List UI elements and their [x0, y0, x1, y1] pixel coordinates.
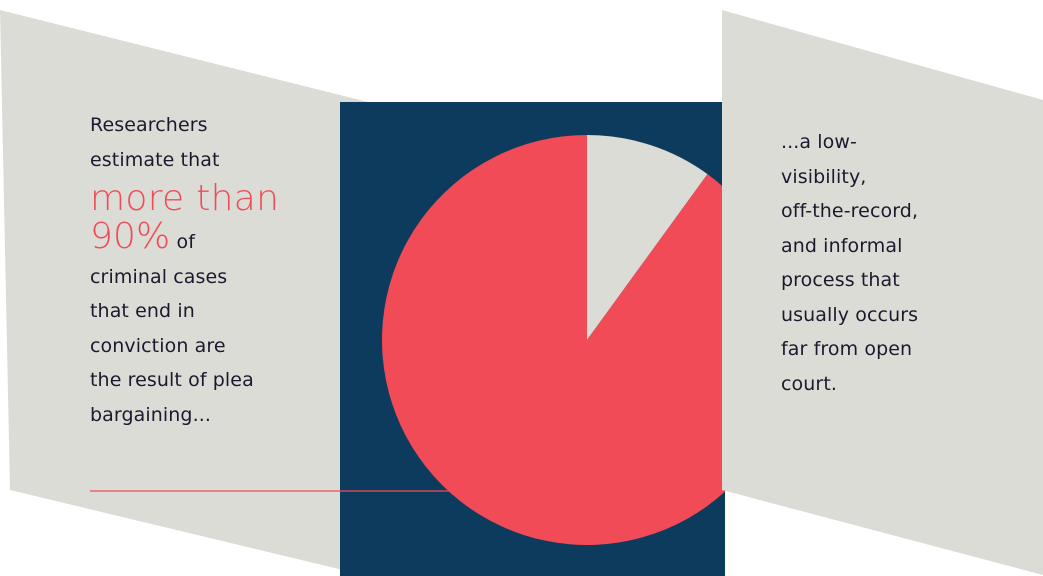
right-line-3: off-the-record, — [781, 200, 919, 222]
left-line-of: of — [176, 231, 195, 253]
left-line-4: criminal cases — [90, 265, 228, 288]
left-line-percent: 90% of — [90, 219, 320, 260]
left-line-7: the result of plea — [90, 369, 254, 391]
pie-slice-10 — [587, 135, 708, 340]
right-line-2: visibility, — [781, 165, 867, 188]
left-line-5: that end in — [90, 300, 195, 322]
pie-chart — [381, 135, 792, 545]
highlight-percent: 90% — [90, 216, 171, 257]
right-line-7: far from open — [781, 338, 913, 360]
right-line-8: court. — [781, 372, 838, 395]
pie-slice-90 — [381, 135, 792, 545]
left-text-block: Researchers estimate that more than 90% … — [90, 108, 320, 432]
right-line-1: ...a low- — [781, 131, 858, 153]
right-line-6: usually occurs — [781, 303, 919, 326]
left-panel — [0, 10, 368, 576]
left-line-8: bargaining... — [90, 403, 212, 426]
right-line-5: process that — [781, 269, 900, 291]
right-panel — [722, 10, 1043, 575]
right-text-block: ...a low- visibility, off-the-record, an… — [781, 125, 991, 401]
left-line-6: conviction are — [90, 334, 226, 357]
highlight-more-than: more than — [90, 178, 280, 219]
left-line-2: estimate that — [90, 148, 220, 171]
left-line-1: Researchers — [90, 114, 208, 136]
right-line-4: and informal — [781, 234, 903, 257]
